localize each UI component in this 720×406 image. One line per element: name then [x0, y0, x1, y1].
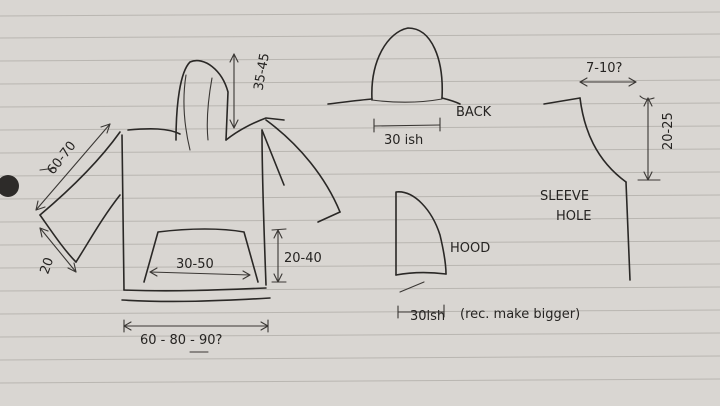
hood-drawing [395, 191, 447, 319]
sleeve-length-label: 60-70 [44, 139, 79, 178]
hood-width-label: 30ish [410, 309, 445, 324]
armhole-width-label: 7-10? [586, 61, 622, 76]
cuff-width-label: 20 [38, 256, 58, 277]
hood-height-label: 35-45 [252, 52, 273, 92]
sleeve-hole-label-line2: HOLE [556, 209, 591, 224]
back-label: BACK [456, 105, 492, 120]
hoodie-front-drawing [35, 53, 341, 353]
sleeve-hole-label-line1: SLEEVE [540, 189, 589, 204]
notebook-rules [0, 11, 720, 384]
binder-hole [0, 175, 19, 197]
armhole-depth-label: 20-25 [661, 112, 676, 150]
back-width-label: 30 ish [384, 133, 423, 148]
pocket-height-label: 20-40 [284, 251, 322, 266]
hood-label: HOOD [450, 241, 490, 256]
hood-note: (rec. make bigger) [460, 307, 580, 322]
back-drawing [327, 27, 461, 133]
sleeve-hole-drawing [543, 77, 661, 281]
pocket-width-label: 30-50 [176, 257, 214, 272]
body-width-label: 60 - 80 - 90? [140, 333, 222, 348]
